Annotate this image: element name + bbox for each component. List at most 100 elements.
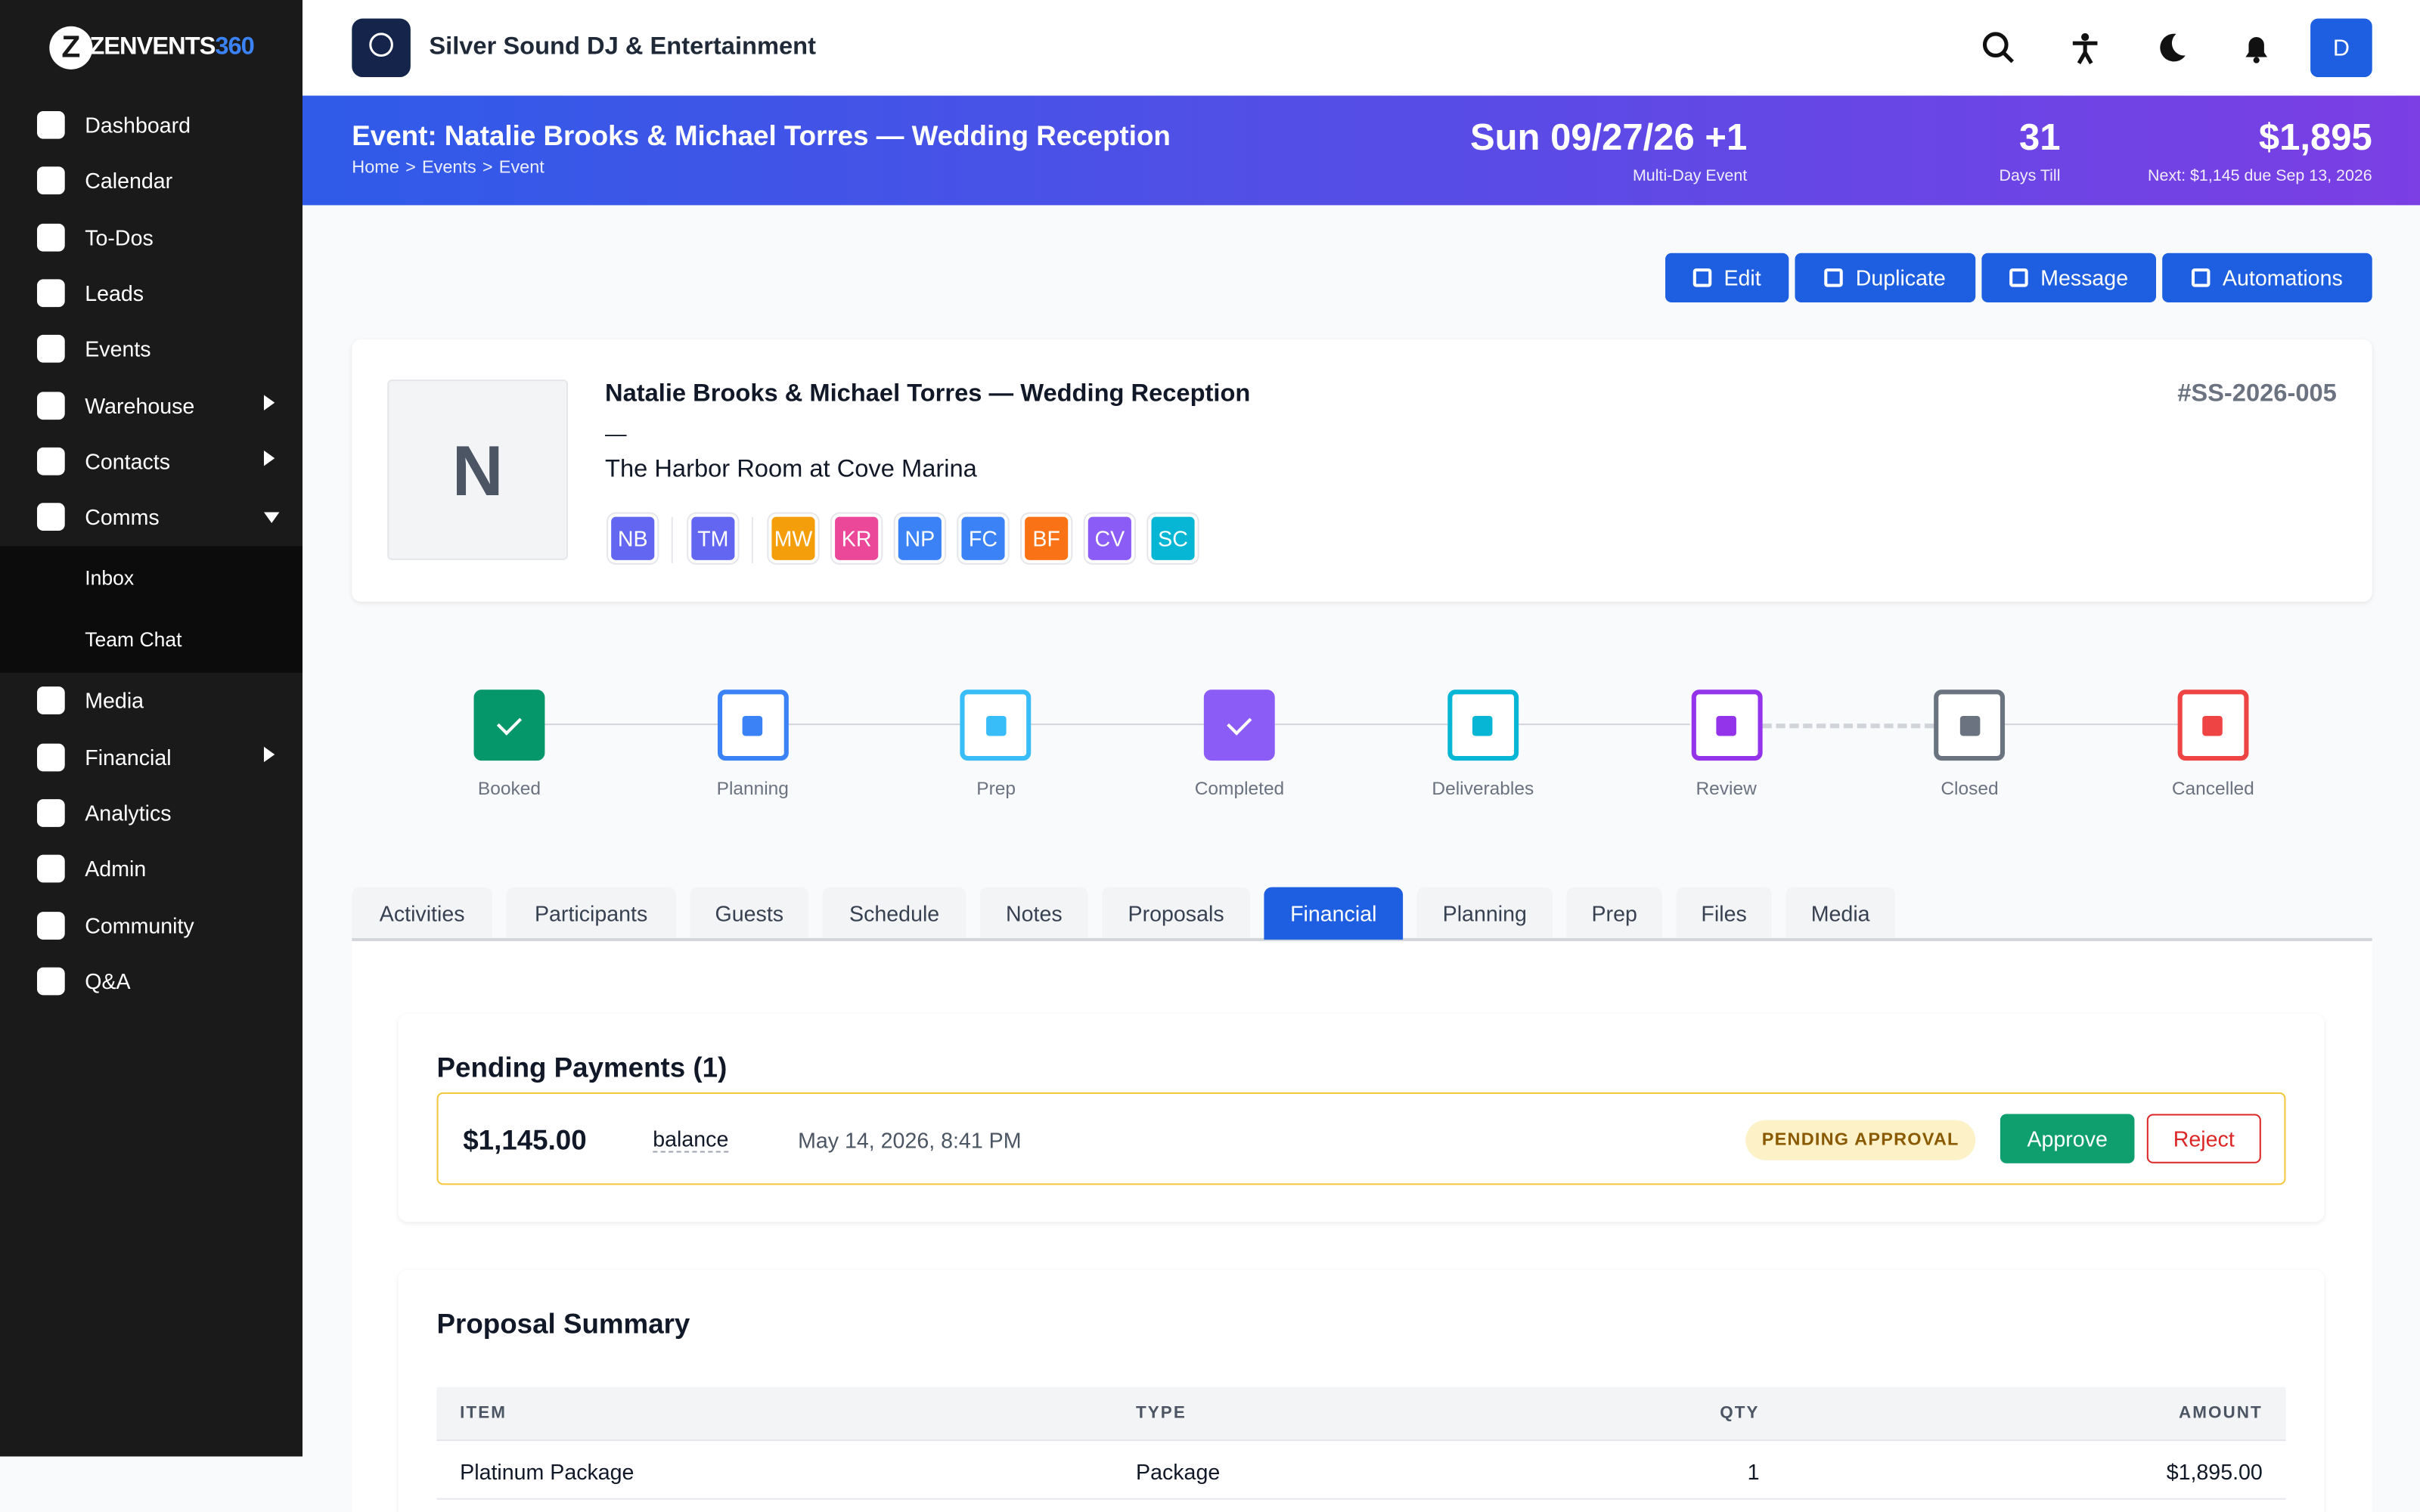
tab[interactable]: Planning [1416, 887, 1553, 938]
tab[interactable]: Activities [352, 887, 493, 938]
column-header: QTY [1720, 1404, 1760, 1423]
company-logo[interactable] [352, 18, 411, 78]
nav-label: Analytics [85, 801, 172, 826]
submenu-arrow [263, 450, 275, 466]
brand-suffix: 360 [215, 33, 254, 60]
stage-dot [2203, 714, 2223, 736]
nav-item[interactable]: Events [0, 324, 302, 373]
notifications-icon[interactable] [2239, 31, 2273, 65]
stage-label: Prep [976, 777, 1016, 800]
tab[interactable]: Prep [1566, 887, 1662, 938]
nav-item[interactable]: Calendar [0, 156, 302, 206]
divider [751, 516, 753, 563]
nav-label: Events [85, 336, 151, 361]
sidebar: Z ZENVENTS360 Dashboard Calendar To-Dos Lea… [0, 0, 302, 1457]
nav-item[interactable]: Dashboard [0, 101, 302, 150]
nav-item[interactable]: Leads [0, 268, 302, 318]
proposal-card: Proposal Summary ITEM TYPE QTY AMOUNT Platin… [398, 1269, 2325, 1512]
submenu-item[interactable]: Inbox [85, 565, 135, 590]
accessibility-icon[interactable] [2068, 31, 2102, 65]
participant-avatar[interactable]: NB [608, 513, 658, 563]
breadcrumb-item[interactable]: Home [352, 159, 399, 178]
tab[interactable]: Media [1786, 887, 1896, 938]
theme-icon[interactable] [2155, 31, 2189, 65]
event-banner: Event: Natalie Brooks & Michael Torres —… [302, 95, 2420, 206]
nav-label: Contacts [85, 448, 170, 474]
stage-dot [1472, 714, 1494, 736]
action-button[interactable]: Automations [2162, 253, 2372, 302]
approve-button[interactable]: Approve [2000, 1114, 2135, 1163]
participant-avatar[interactable]: TM [688, 513, 738, 563]
days-till: 31 [2018, 117, 2061, 160]
stage-box[interactable] [717, 689, 789, 761]
tab[interactable]: Guests [690, 887, 809, 938]
table-cell: Package [1136, 1459, 1221, 1485]
table-cell: $1,895.00 [2166, 1459, 2263, 1485]
nav-item[interactable]: Warehouse [0, 380, 302, 429]
pending-card: Pending Payments (1) $1,145.00 balance M… [398, 1013, 2325, 1222]
stage-box[interactable] [960, 689, 1032, 761]
participant-avatar[interactable]: MW [768, 513, 818, 563]
search-icon[interactable] [1981, 31, 2015, 65]
brand: ZENVENTS [89, 33, 216, 60]
amount-note: Next: $1,145 due Sep 13, 2026 [2148, 166, 2372, 185]
stage-box[interactable] [473, 689, 545, 761]
nav-item[interactable]: Analytics [0, 789, 302, 838]
participant-avatar[interactable]: SC [1148, 513, 1198, 563]
stage-label: Planning [716, 777, 789, 800]
event-card: N Natalie Brooks & Michael Torres — Wedd… [352, 339, 2372, 602]
stage-box[interactable] [1204, 689, 1275, 761]
nav-item[interactable]: Financial [0, 733, 302, 782]
nav-label: Dashboard [85, 112, 191, 138]
participant-avatar[interactable]: NP [895, 513, 945, 563]
submenu-item[interactable]: Team Chat [85, 627, 182, 652]
tab[interactable]: Notes [979, 887, 1088, 938]
divider [671, 516, 673, 563]
logo[interactable]: ZENVENTS360 [89, 33, 254, 62]
participant-avatar[interactable]: FC [958, 513, 1008, 563]
stage-dot [985, 714, 1007, 736]
nav-icon [36, 110, 65, 139]
stage-box[interactable] [1690, 689, 1762, 761]
participant-avatar[interactable]: CV [1084, 513, 1134, 563]
nav-item[interactable]: Media [0, 677, 302, 726]
tab[interactable]: Participants [506, 887, 676, 938]
total-amount: $1,895 [2258, 117, 2372, 160]
nav-item[interactable]: Contacts [0, 436, 302, 485]
table-cell: Platinum Package [460, 1459, 634, 1485]
stage-box[interactable] [2177, 689, 2249, 761]
tab[interactable]: Proposals [1102, 887, 1251, 938]
tab[interactable]: Schedule [822, 887, 966, 938]
tab[interactable]: Files [1676, 887, 1772, 938]
user-avatar[interactable]: D [2310, 18, 2372, 78]
stage-connector [1274, 723, 1447, 726]
stage-box[interactable] [1447, 689, 1519, 761]
column-header: ITEM [460, 1404, 507, 1423]
stage-label: Deliverables [1432, 777, 1534, 800]
breadcrumb-item[interactable]: Event [498, 159, 544, 178]
reject-button[interactable]: Reject [2146, 1114, 2261, 1163]
check-icon [496, 710, 523, 736]
table-cell: 1 [1747, 1459, 1760, 1485]
nav-label: Calendar [85, 169, 173, 194]
nav-item[interactable]: Community [0, 900, 302, 950]
breadcrumb-item[interactable]: Events [421, 159, 476, 178]
payment-type: balance [653, 1126, 729, 1153]
nav-icon [36, 167, 65, 195]
nav-icon [36, 223, 65, 251]
banner-title: Event: Natalie Brooks & Michael Torres —… [352, 120, 1171, 151]
action-button[interactable]: Message [1981, 253, 2157, 302]
nav-item[interactable]: Admin [0, 844, 302, 894]
tab[interactable]: Financial [1264, 887, 1404, 940]
action-button[interactable]: Duplicate [1795, 253, 1976, 302]
stage-box[interactable] [1934, 689, 2006, 761]
payment-date: May 14, 2026, 8:41 PM [798, 1127, 1022, 1153]
participant-avatar[interactable]: BF [1022, 513, 1072, 563]
action-button[interactable]: Edit [1665, 253, 1789, 302]
participant-avatar[interactable]: KR [831, 513, 882, 563]
nav-item[interactable]: Comms [0, 492, 302, 541]
nav-item[interactable]: To-Dos [0, 212, 302, 262]
nav-label: Warehouse [85, 392, 195, 418]
nav-item[interactable]: Q&A [0, 956, 302, 1005]
button-label: Message [2040, 265, 2129, 290]
